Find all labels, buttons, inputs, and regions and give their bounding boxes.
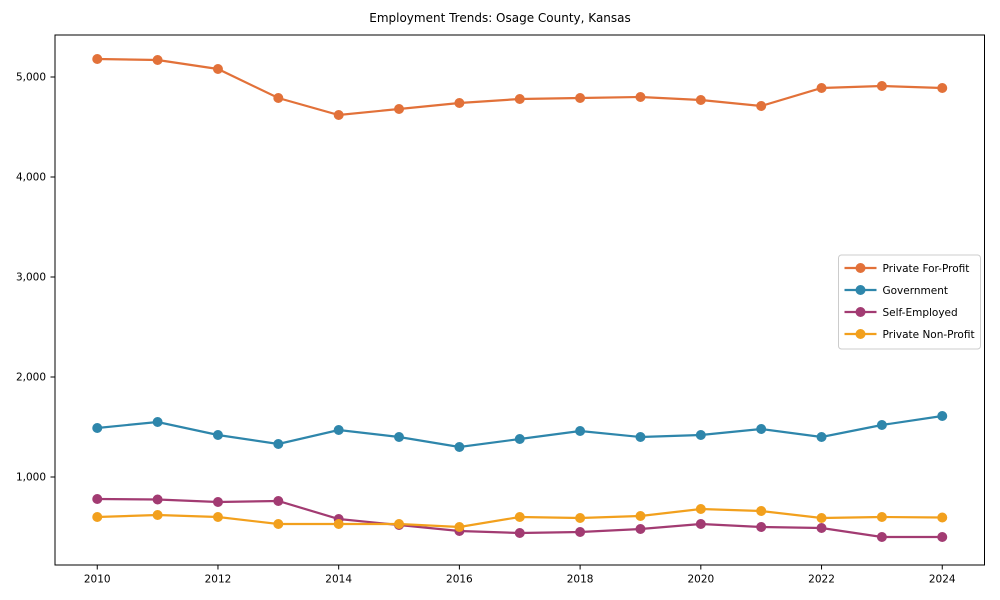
data-point-government [816, 432, 827, 442]
data-point-government [695, 430, 706, 440]
data-point-private-for-profit [937, 83, 948, 93]
legend-marker-dot [855, 263, 866, 273]
data-point-private-for-profit [695, 95, 706, 105]
data-point-private-non-profit [514, 512, 525, 522]
x-axis-tick-label: 2018 [567, 574, 594, 586]
data-point-government [514, 434, 525, 444]
data-point-private-non-profit [635, 511, 646, 521]
data-point-government [575, 426, 586, 436]
data-point-private-non-profit [454, 522, 465, 532]
data-point-private-non-profit [695, 504, 706, 514]
data-point-self-employed [635, 524, 646, 534]
data-point-private-non-profit [212, 512, 223, 522]
legend-label: Self-Employed [883, 307, 958, 319]
legend-marker-dot [855, 307, 866, 317]
data-point-government [937, 411, 948, 421]
data-point-private-non-profit [273, 519, 284, 529]
data-point-private-non-profit [756, 506, 767, 516]
data-point-private-for-profit [756, 101, 767, 111]
data-point-private-non-profit [152, 510, 163, 520]
data-point-government [876, 420, 887, 430]
data-point-self-employed [816, 523, 827, 533]
data-point-self-employed [876, 532, 887, 542]
data-point-private-for-profit [816, 83, 827, 93]
legend-label: Government [883, 285, 948, 297]
data-point-private-for-profit [152, 55, 163, 65]
data-point-government [454, 442, 465, 452]
data-point-self-employed [937, 532, 948, 542]
y-axis-tick-label: 4,000 [16, 172, 46, 184]
data-point-private-for-profit [635, 92, 646, 102]
data-point-private-non-profit [92, 512, 103, 522]
data-point-private-non-profit [394, 519, 405, 529]
data-point-private-for-profit [212, 64, 223, 74]
legend-marker-dot [855, 329, 866, 339]
chart-title: Employment Trends: Osage County, Kansas [369, 11, 631, 25]
data-point-private-for-profit [514, 94, 525, 104]
data-point-self-employed [756, 522, 767, 532]
data-point-private-for-profit [575, 93, 586, 103]
data-point-government [333, 425, 344, 435]
data-point-self-employed [92, 494, 103, 504]
data-point-self-employed [212, 497, 223, 507]
data-point-private-for-profit [876, 81, 887, 91]
data-point-private-non-profit [876, 512, 887, 522]
data-point-government [273, 439, 284, 449]
x-axis-tick-label: 2014 [325, 574, 352, 586]
data-point-private-for-profit [394, 104, 405, 114]
x-axis-tick-label: 2024 [929, 574, 956, 586]
data-point-self-employed [695, 519, 706, 529]
x-axis-tick-label: 2012 [205, 574, 232, 586]
data-point-private-non-profit [816, 513, 827, 523]
data-point-private-for-profit [273, 93, 284, 103]
data-point-private-for-profit [454, 98, 465, 108]
x-axis-tick-label: 2016 [446, 574, 473, 586]
data-point-private-non-profit [575, 513, 586, 523]
data-point-government [394, 432, 405, 442]
x-axis-tick-label: 2020 [687, 574, 714, 586]
data-point-private-non-profit [937, 512, 948, 523]
data-point-government [635, 432, 646, 442]
y-axis-tick-label: 2,000 [16, 372, 46, 384]
y-axis-tick-label: 1,000 [16, 472, 46, 484]
legend-label: Private Non-Profit [883, 329, 975, 341]
x-axis-tick-label: 2022 [808, 574, 835, 586]
data-point-government [212, 430, 223, 440]
data-point-private-for-profit [333, 110, 344, 120]
legend-marker-dot [855, 285, 866, 295]
x-axis-tick-label: 2010 [84, 574, 111, 586]
data-point-government [756, 424, 767, 434]
data-point-self-employed [575, 527, 586, 537]
data-point-self-employed [273, 496, 284, 506]
legend-label: Private For-Profit [883, 263, 970, 275]
series-line-private-for-profit [97, 57, 943, 117]
legend-box [838, 254, 981, 350]
data-point-self-employed [152, 494, 163, 505]
y-axis-tick-label: 5,000 [16, 72, 46, 84]
data-point-self-employed [514, 528, 525, 538]
data-point-private-non-profit [333, 519, 344, 529]
data-point-government [92, 423, 103, 433]
data-point-private-for-profit [92, 54, 103, 64]
y-axis-tick-label: 3,000 [16, 272, 46, 284]
plot-border [54, 34, 985, 566]
data-point-government [152, 417, 163, 427]
